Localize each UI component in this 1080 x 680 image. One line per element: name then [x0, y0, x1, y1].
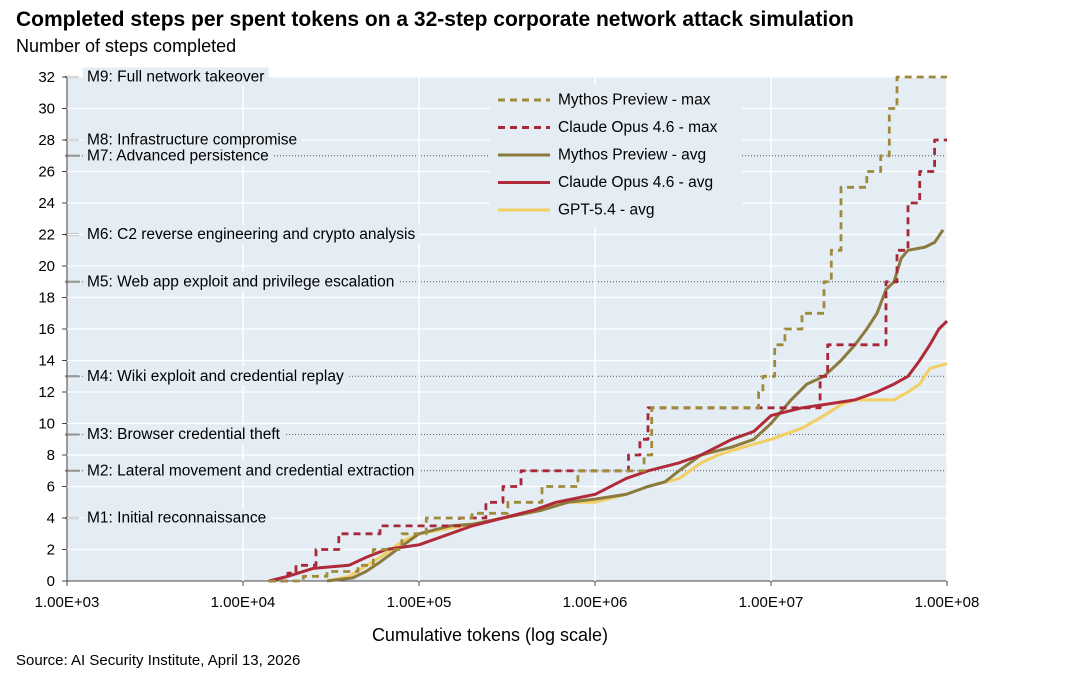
y-tick-label: 24 [38, 195, 55, 212]
y-tick-label: 26 [38, 164, 55, 181]
x-tick-label: 1.00E+06 [563, 594, 628, 611]
milestone-label-bg [83, 508, 271, 528]
y-tick-label: 0 [47, 573, 55, 590]
x-tick-label: 1.00E+04 [211, 594, 276, 611]
y-tick-label: 12 [38, 384, 55, 401]
milestone-label-bg [83, 67, 269, 87]
source-note: Source: AI Security Institute, April 13,… [16, 652, 301, 669]
series-line-1 [268, 138, 947, 583]
milestone-label: M5: Web app exploit and privilege escala… [87, 273, 394, 290]
milestone-label: M1: Initial reconnaissance [87, 510, 266, 527]
milestone-label: M9: Full network takeover [87, 69, 264, 86]
legend-label-2: Mythos Preview - avg [558, 147, 706, 164]
legend-label-4: GPT-5.4 - avg [558, 202, 654, 219]
milestone-label-bg [83, 146, 273, 166]
y-tick-label: 32 [38, 69, 55, 86]
chart-subtitle: Number of steps completed [16, 36, 237, 56]
milestone-label-bg [83, 272, 399, 292]
milestone-label: M7: Advanced persistence [87, 147, 269, 164]
x-axis-label: Cumulative tokens (log scale) [372, 625, 608, 645]
y-tick-label: 2 [47, 542, 55, 559]
y-tick-label: 22 [38, 227, 55, 244]
milestone-label: M8: Infrastructure compromise [87, 132, 297, 149]
milestone-label-bg [83, 130, 302, 150]
x-tick-label: 1.00E+08 [915, 594, 980, 611]
milestone-label: M2: Lateral movement and credential extr… [87, 462, 414, 479]
y-tick-label: 18 [38, 290, 55, 307]
x-tick-label: 1.00E+03 [35, 594, 100, 611]
legend-label-0: Mythos Preview - max [558, 92, 711, 109]
y-tick-label: 16 [38, 321, 55, 338]
y-tick-label: 8 [47, 447, 55, 464]
y-tick-label: 28 [38, 132, 55, 149]
milestone-label-bg [83, 425, 285, 445]
y-tick-label: 30 [38, 101, 55, 118]
y-tick-label: 6 [47, 479, 55, 496]
milestone-label: M3: Browser credential theft [87, 426, 281, 443]
y-tick-label: 14 [38, 353, 55, 370]
milestone-label-bg [83, 461, 419, 481]
chart-title: Completed steps per spent tokens on a 32… [16, 8, 854, 31]
series-line-2 [326, 228, 945, 583]
milestone-label-bg [83, 225, 420, 244]
legend-label-3: Claude Opus 4.6 - avg [558, 174, 713, 191]
x-tick-label: 1.00E+05 [387, 594, 452, 611]
y-tick-label: 20 [38, 258, 55, 275]
series-line-0 [268, 75, 947, 583]
legend-label-1: Claude Opus 4.6 - max [558, 119, 718, 136]
y-tick-label: 10 [38, 416, 55, 433]
milestone-label: M4: Wiki exploit and credential replay [87, 368, 344, 385]
y-tick-label: 4 [47, 510, 55, 527]
x-tick-label: 1.00E+07 [739, 594, 804, 611]
milestone-label-bg [83, 366, 348, 386]
milestone-label: M6: C2 reverse engineering and crypto an… [87, 226, 416, 243]
